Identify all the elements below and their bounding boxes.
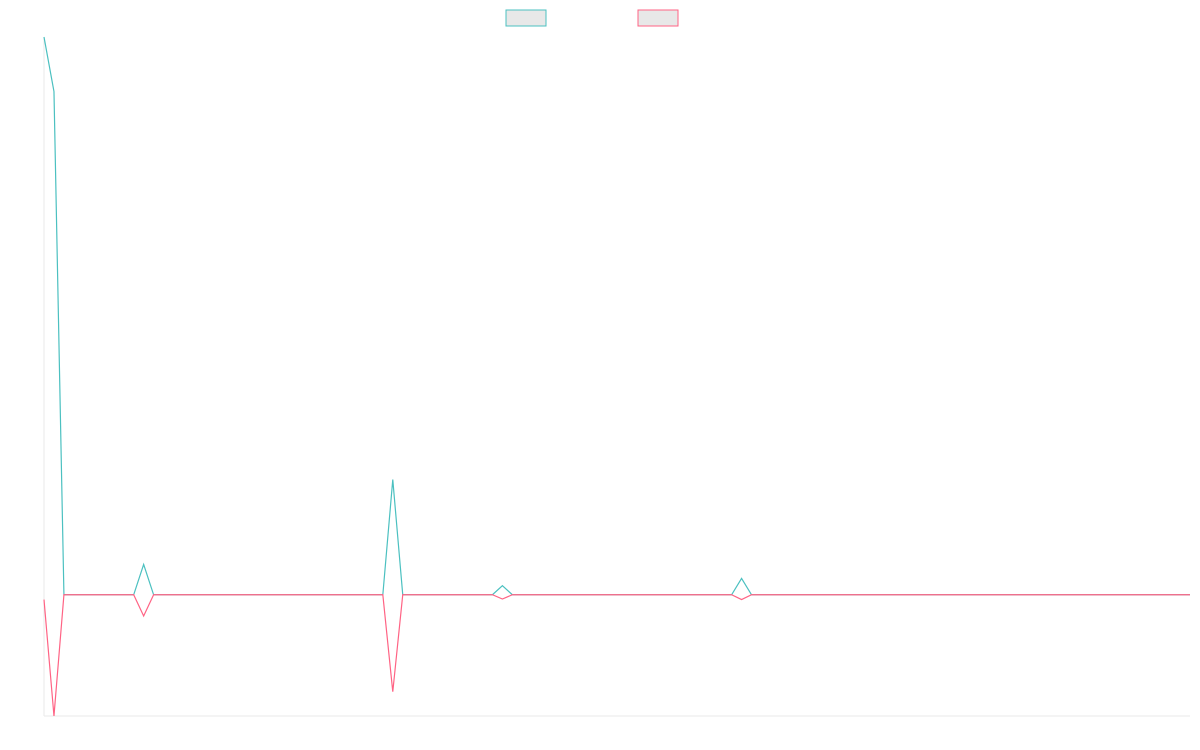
legend-swatch-2 <box>637 9 679 27</box>
series-line-2 <box>43 594 1190 717</box>
legend-swatch-1 <box>505 9 547 27</box>
series-line-1 <box>43 36 1190 596</box>
